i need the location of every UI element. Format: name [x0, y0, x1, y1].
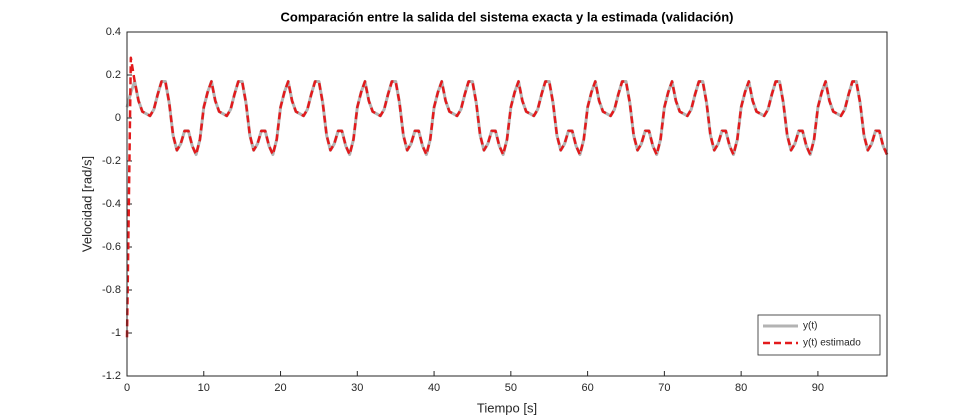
x-tick-label: 10	[198, 382, 210, 394]
y-tick-label: -1	[111, 327, 121, 339]
y-tick-label: -0.6	[102, 241, 121, 253]
chart-title: Comparación entre la salida del sistema …	[280, 9, 733, 24]
y-tick-label: -1.2	[102, 370, 121, 382]
y-tick-label: 0.4	[106, 26, 121, 38]
y-axis-label: Velocidad [rad/s]	[79, 156, 94, 252]
axes-box	[126, 31, 888, 377]
y-tick-label: -0.2	[102, 155, 121, 167]
legend-label: y(t)	[803, 321, 817, 332]
legend-label: y(t) estimado	[803, 338, 861, 349]
x-tick-label: 50	[505, 382, 517, 394]
x-axis-label: Tiempo [s]	[477, 400, 537, 415]
x-tick-label: 90	[812, 382, 824, 394]
y-tick-label: -0.4	[102, 198, 121, 210]
y-tick-label: -0.8	[102, 284, 121, 296]
x-tick-label: 0	[124, 382, 130, 394]
x-tick-label: 70	[658, 382, 670, 394]
series-line	[125, 56, 889, 338]
y-tick-label: 0	[115, 112, 121, 124]
x-tick-label: 30	[351, 382, 363, 394]
x-tick-label: 20	[274, 382, 286, 394]
x-tick-label: 40	[428, 382, 440, 394]
x-tick-label: 60	[581, 382, 593, 394]
legend-box	[757, 314, 881, 356]
x-tick-label: 80	[735, 382, 747, 394]
y-tick-label: 0.2	[106, 69, 121, 81]
